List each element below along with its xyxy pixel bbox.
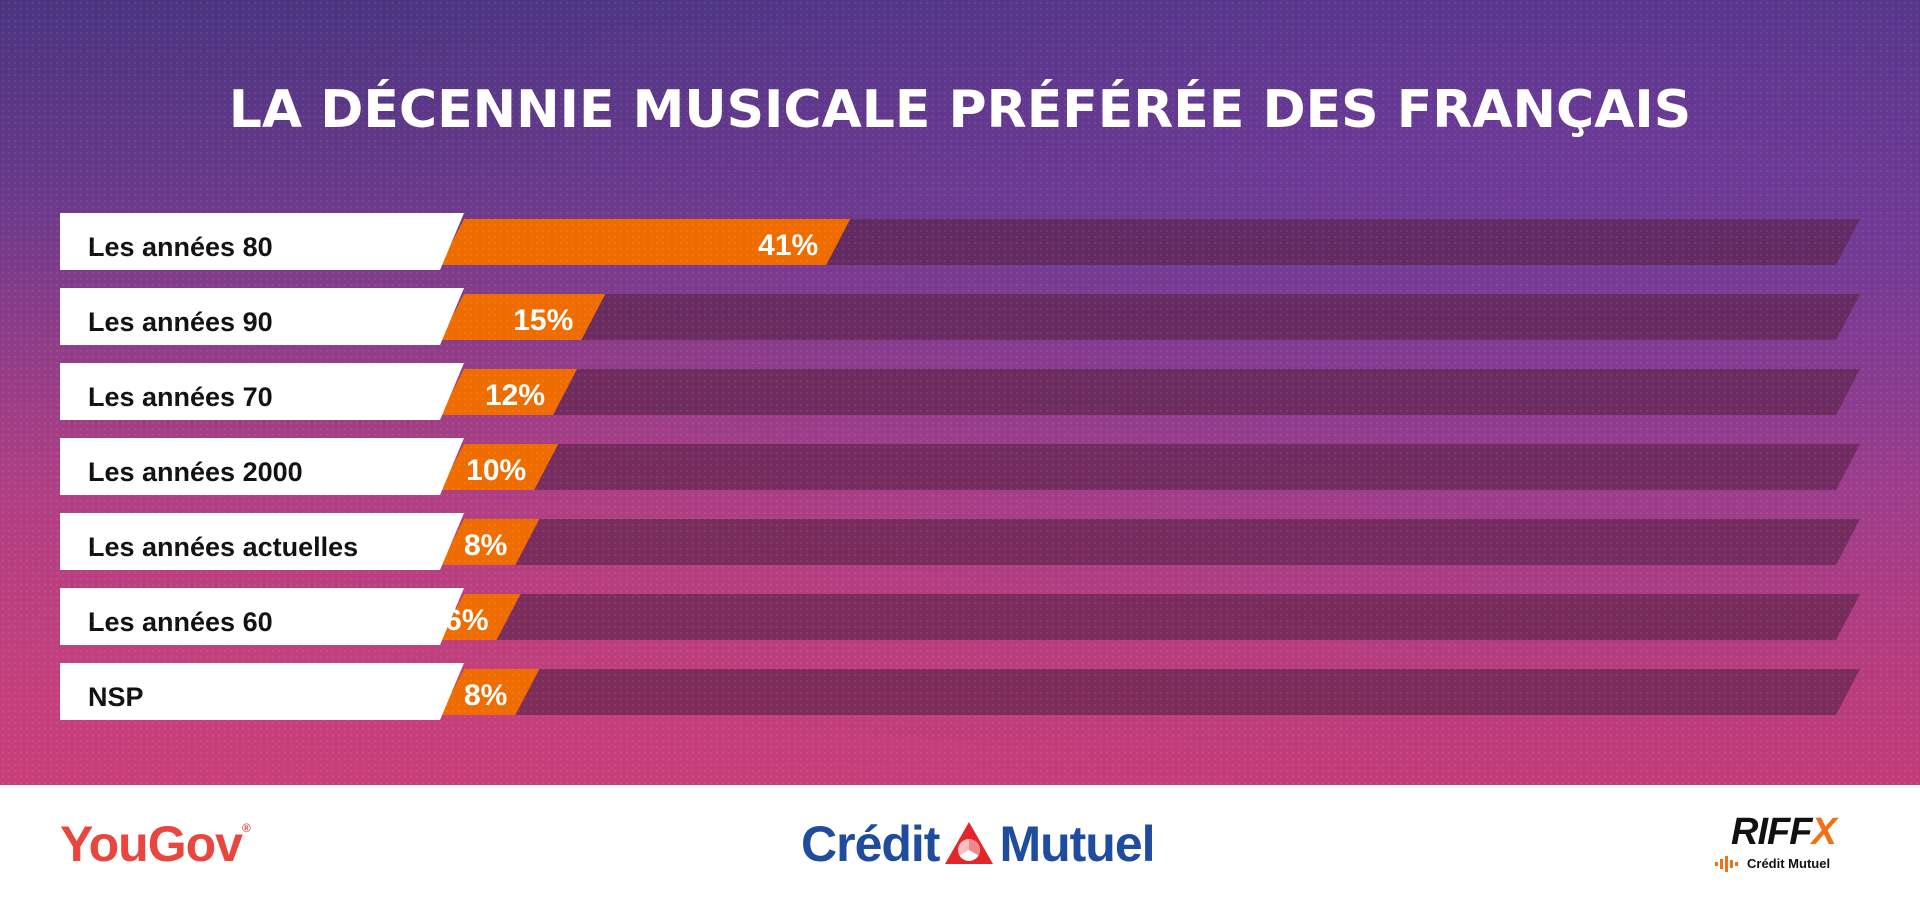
bar-track <box>440 519 1860 565</box>
bar <box>440 669 540 715</box>
riffx-logo-x: X <box>1811 811 1836 853</box>
category-label-background <box>60 438 464 495</box>
bar-track <box>440 219 1860 265</box>
data-label: 6% <box>445 604 488 637</box>
category-label-background <box>60 363 464 420</box>
category-label-background <box>60 588 464 645</box>
registered-mark: ® <box>241 821 251 835</box>
riffx-logo-riff: RIFF <box>1731 811 1812 853</box>
credit-mutuel-logo: Crédit Mutuel <box>801 815 1156 873</box>
yougov-logo: YouGov® <box>60 815 251 873</box>
category-label-background <box>60 513 464 570</box>
category-label: Les années 90 <box>88 307 273 337</box>
bar <box>440 444 559 490</box>
bar <box>440 594 521 640</box>
bar-row: Les années 80 41% <box>60 213 1860 270</box>
bar-row: Les années actuelles 8% <box>60 513 1860 570</box>
hero-background: LA DÉCENNIE MUSICALE PRÉFÉRÉE DES FRANÇA… <box>0 0 1920 785</box>
riffx-logo-word: RIFFX <box>1731 811 1837 854</box>
credit-mutuel-logo-right: Mutuel <box>999 816 1155 872</box>
bar-track <box>440 669 1860 715</box>
bar <box>440 219 851 265</box>
bar-row: Les années 60 6% <box>60 588 1860 645</box>
bar-chart: Les années 80 41%Les années 90 15%Les anné… <box>60 213 1860 720</box>
yougov-logo-text: YouGov <box>60 816 243 872</box>
data-label: 41% <box>758 229 818 262</box>
bar-row: Les années 70 12% <box>60 363 1860 420</box>
data-label: 15% <box>513 304 573 337</box>
category-label: Les années 70 <box>88 382 273 412</box>
footer: YouGov® Crédit Mutuel RIFFX Crédit Mutue… <box>0 785 1920 900</box>
category-label-background <box>60 288 464 345</box>
bar <box>440 519 540 565</box>
category-label-background <box>60 663 464 720</box>
riffx-logo: RIFFX Crédit Mutuel <box>1715 811 1865 881</box>
data-label: 8% <box>464 529 507 562</box>
bar-row: Les années 2000 10% <box>60 438 1860 495</box>
bar <box>440 294 606 340</box>
category-label: NSP <box>88 682 144 712</box>
bar <box>440 369 578 415</box>
riffx-logo-sub: Crédit Mutuel <box>1747 856 1831 871</box>
bar-row: NSP 8% <box>60 663 1860 720</box>
data-label: 12% <box>485 379 545 412</box>
bar-row: Les années 90 15% <box>60 288 1860 345</box>
category-label: Les années actuelles <box>88 532 358 562</box>
data-label: 8% <box>464 679 507 712</box>
bar-track <box>440 444 1860 490</box>
chart-title: LA DÉCENNIE MUSICALE PRÉFÉRÉE DES FRANÇA… <box>228 80 1692 140</box>
bar-track <box>440 369 1860 415</box>
category-label: Les années 2000 <box>88 457 303 487</box>
category-label: Les années 60 <box>88 607 273 637</box>
category-label: Les années 80 <box>88 232 273 262</box>
bar-track <box>440 294 1860 340</box>
sound-wave-icon <box>1715 856 1738 872</box>
data-label: 10% <box>466 454 526 487</box>
category-label-background <box>60 213 464 270</box>
credit-mutuel-logo-left: Crédit <box>801 816 940 872</box>
bar-track <box>440 594 1860 640</box>
credit-mutuel-emblem-icon <box>945 822 994 864</box>
